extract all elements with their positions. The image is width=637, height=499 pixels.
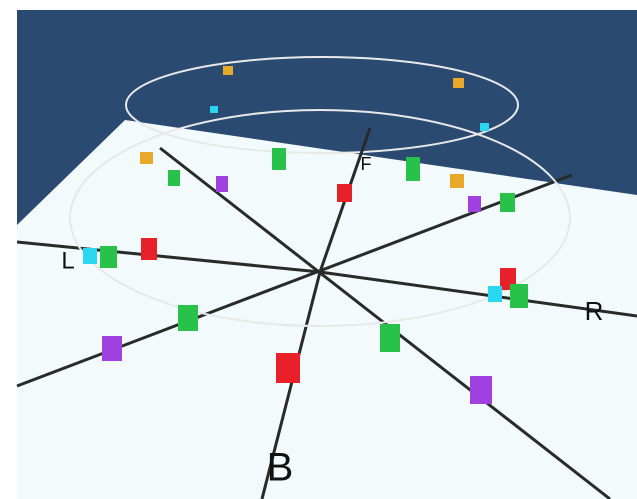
marker	[83, 248, 97, 264]
marker	[216, 176, 228, 192]
marker	[102, 336, 122, 361]
marker	[480, 123, 489, 131]
marker	[453, 78, 464, 88]
axis-right	[319, 270, 637, 318]
floor	[17, 120, 637, 499]
marker	[223, 66, 233, 75]
axis-left	[16, 240, 321, 274]
marker	[406, 157, 420, 181]
axis-diagonal	[159, 146, 611, 499]
marker	[276, 353, 300, 383]
marker	[450, 174, 464, 188]
markers	[83, 66, 528, 404]
lower-ring	[69, 109, 571, 327]
marker	[168, 170, 180, 186]
label-front: F	[361, 154, 372, 174]
axis-back	[260, 271, 322, 499]
marker	[510, 284, 528, 308]
marker	[100, 246, 117, 268]
marker	[488, 286, 502, 302]
marker	[178, 305, 198, 331]
marker	[337, 184, 352, 202]
marker	[210, 106, 218, 113]
upper-ring	[125, 56, 519, 154]
marker	[272, 148, 286, 170]
label-right: R	[585, 296, 604, 326]
marker	[470, 376, 492, 404]
label-back: B	[267, 446, 294, 490]
marker	[500, 193, 515, 212]
marker	[468, 196, 481, 212]
marker	[141, 238, 157, 260]
marker	[380, 324, 400, 352]
marker	[140, 152, 153, 164]
label-left: L	[61, 247, 74, 274]
